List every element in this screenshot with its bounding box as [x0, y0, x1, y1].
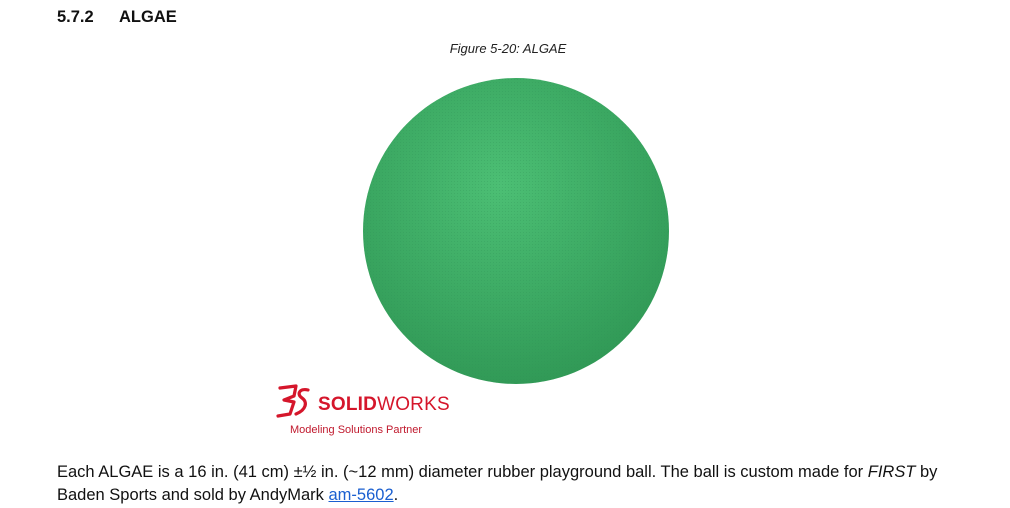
description-text-3: .	[393, 486, 399, 504]
algae-ball	[363, 78, 669, 384]
solidworks-partner-logo: SOLIDWORKS Modeling Solutions Partner	[274, 380, 464, 440]
am-5602-link[interactable]: am-5602	[328, 486, 394, 504]
description-text-2: by Baden Sports and sold by AndyMark	[57, 463, 938, 504]
ds-logo-icon	[276, 384, 310, 418]
section-title: ALGAE	[119, 8, 177, 26]
algae-description: Each ALGAE is a 16 in. (41 cm) ±½ in. (~…	[57, 461, 987, 507]
logo-wordmark-light: WORKS	[377, 394, 450, 415]
first-emphasis: FIRST	[867, 463, 916, 481]
figure-caption: Figure 5-20: ALGAE	[449, 41, 567, 56]
section-heading: 5.7.2 ALGAE	[57, 8, 177, 27]
description-text-1: Each ALGAE is a 16 in. (41 cm) ±½ in. (~…	[57, 463, 868, 481]
logo-tagline: Modeling Solutions Partner	[290, 424, 423, 436]
logo-wordmark-bold: SOLID	[318, 394, 378, 415]
logo-wordmark: SOLIDWORKS	[318, 394, 450, 416]
algae-ball-texture	[363, 78, 669, 384]
section-number: 5.7.2	[57, 8, 94, 26]
